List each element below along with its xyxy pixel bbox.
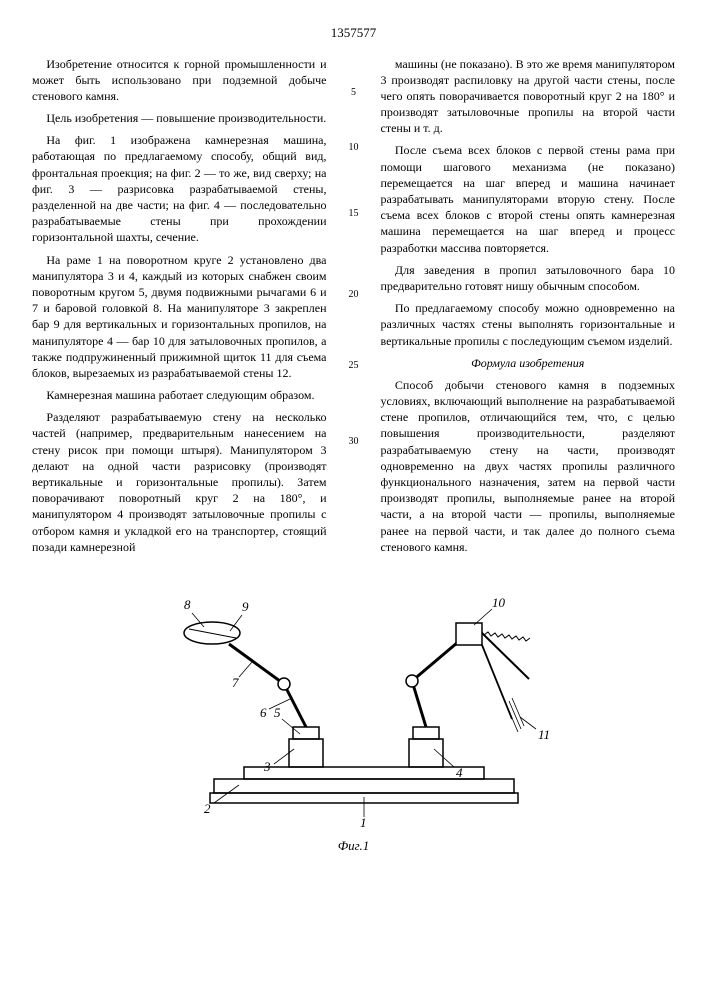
fig-label-3: 3 bbox=[263, 759, 271, 774]
fig-label-10: 10 bbox=[492, 595, 506, 610]
paragraph: Для заведения в пропил затыловочного бар… bbox=[381, 262, 676, 294]
fig-label-4: 4 bbox=[456, 765, 463, 780]
paragraph: На фиг. 1 изображена камнерезная машина,… bbox=[32, 132, 327, 245]
fig-label-9: 9 bbox=[242, 599, 249, 614]
fig-label-2: 2 bbox=[204, 801, 211, 816]
fig-label-1: 1 bbox=[360, 815, 367, 829]
paragraph: Разделяют разрабатываемую стену на неско… bbox=[32, 409, 327, 555]
figure-1: 1 2 3 4 5 6 7 8 9 10 11 Фиг.1 bbox=[32, 589, 675, 855]
right-column: машины (не показано). В это же время ман… bbox=[381, 56, 676, 561]
figure-caption: Фиг.1 bbox=[32, 837, 675, 855]
line-marker: 25 bbox=[345, 359, 363, 373]
paragraph: машины (не показано). В это же время ман… bbox=[381, 56, 676, 137]
line-markers: 5 10 15 20 25 30 bbox=[345, 56, 363, 561]
fig-label-8: 8 bbox=[184, 597, 191, 612]
line-marker: 10 bbox=[345, 141, 363, 155]
figure-svg: 1 2 3 4 5 6 7 8 9 10 11 bbox=[134, 589, 574, 829]
paragraph: Изобретение относится к горной промышлен… bbox=[32, 56, 327, 105]
claims-title: Формула изобретения bbox=[381, 355, 676, 371]
patent-number: 1357577 bbox=[32, 24, 675, 42]
paragraph: Цель изобретения — повышение производите… bbox=[32, 110, 327, 126]
line-marker: 30 bbox=[345, 435, 363, 449]
fig-label-7: 7 bbox=[232, 675, 239, 690]
line-marker: 20 bbox=[345, 288, 363, 302]
paragraph: После съема всех блоков с первой стены р… bbox=[381, 142, 676, 255]
paragraph: По предлагаемому способу можно одновреме… bbox=[381, 300, 676, 349]
left-column: Изобретение относится к горной промышлен… bbox=[32, 56, 327, 561]
line-marker: 5 bbox=[345, 86, 363, 100]
fig-label-11: 11 bbox=[538, 727, 550, 742]
claim: Способ добычи стенового камня в подземны… bbox=[381, 377, 676, 555]
paragraph: Камнерезная машина работает следующим об… bbox=[32, 387, 327, 403]
line-marker: 15 bbox=[345, 207, 363, 221]
fig-label-5: 5 bbox=[274, 705, 281, 720]
paragraph: На раме 1 на поворотном круге 2 установл… bbox=[32, 252, 327, 382]
fig-label-6: 6 bbox=[260, 705, 267, 720]
body-text: Изобретение относится к горной промышлен… bbox=[32, 56, 675, 561]
